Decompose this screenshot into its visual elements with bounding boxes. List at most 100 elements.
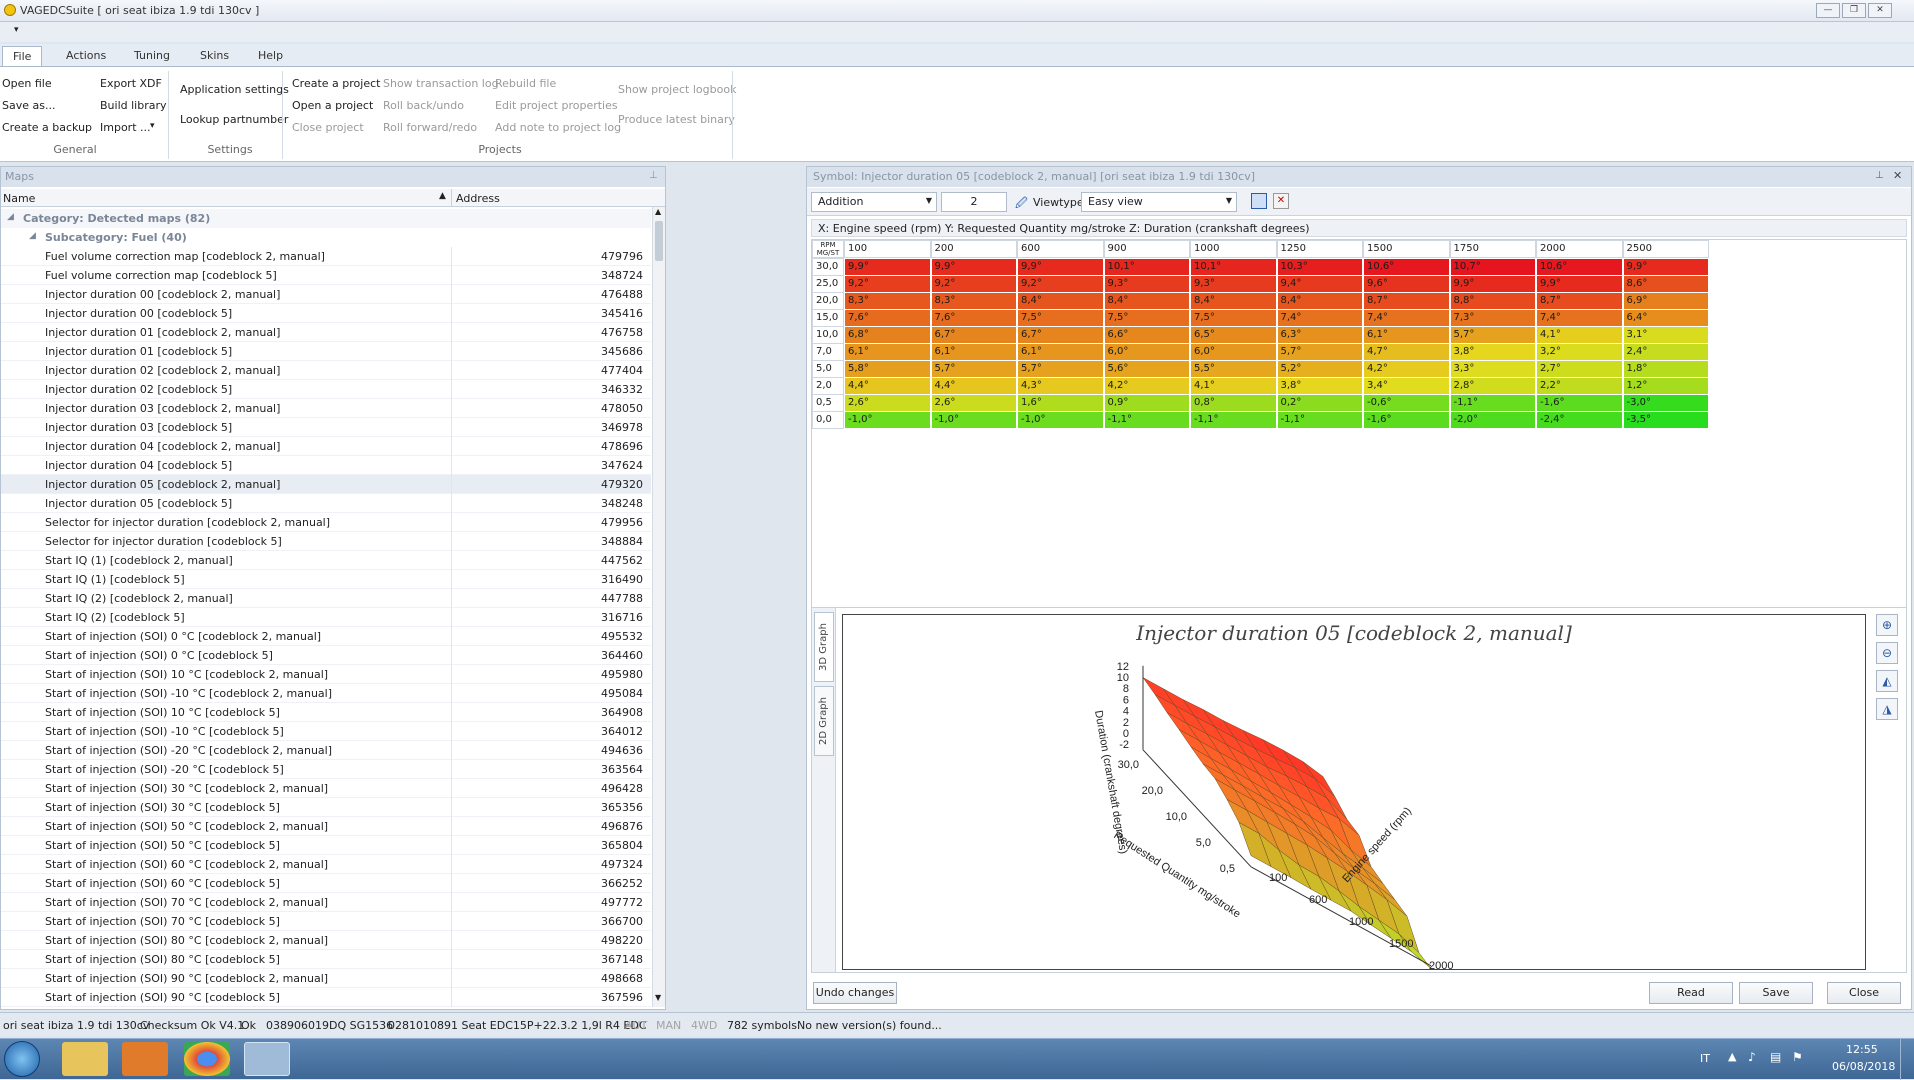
network-icon[interactable]: ▤: [1770, 1050, 1782, 1064]
list-item[interactable]: Start of injection (SOI) 0 °C [codeblock…: [1, 646, 651, 665]
list-item[interactable]: Injector duration 04 [codeblock 2, manua…: [1, 437, 651, 456]
map-cell[interactable]: -2,4°: [1536, 411, 1623, 429]
map-cell[interactable]: -3,5°: [1622, 411, 1709, 429]
operation-select[interactable]: Addition ▼: [811, 192, 937, 212]
application-settings-button[interactable]: Application settings: [180, 83, 289, 96]
zoom-in-icon[interactable]: ⊕: [1876, 614, 1898, 636]
map-cell[interactable]: 8,6°: [1622, 275, 1709, 293]
list-item[interactable]: Injector duration 00 [codeblock 5] 345416: [1, 304, 651, 323]
tab-help[interactable]: Help: [258, 49, 284, 62]
map-cell[interactable]: 8,3°: [930, 292, 1017, 310]
zoom-out-icon[interactable]: ⊖: [1876, 642, 1898, 664]
list-item[interactable]: Start of injection (SOI) -20 °C [codeblo…: [1, 741, 651, 760]
map-cell[interactable]: 5,7°: [1276, 343, 1363, 361]
map-cell[interactable]: 8,4°: [1103, 292, 1190, 310]
list-item[interactable]: Start of injection (SOI) -10 °C [codeblo…: [1, 722, 651, 741]
close-icon[interactable]: ✕: [1893, 169, 1903, 182]
open-project-button[interactable]: Open a project: [292, 99, 374, 112]
map-cell[interactable]: 6,1°: [1363, 326, 1450, 344]
map-cell[interactable]: -1,0°: [1017, 411, 1104, 429]
map-cell[interactable]: 7,5°: [1190, 309, 1277, 327]
maps-scrollbar[interactable]: ▲ ▼: [652, 207, 665, 1007]
map-cell[interactable]: 10,3°: [1276, 258, 1363, 276]
map-cell[interactable]: 9,9°: [844, 258, 931, 276]
edit-project-properties-button[interactable]: Edit project properties: [495, 99, 618, 112]
map-cell[interactable]: 4,1°: [1190, 377, 1277, 395]
tab-skins[interactable]: Skins: [200, 49, 230, 62]
map-cell[interactable]: 5,7°: [1017, 360, 1104, 378]
list-item[interactable]: Fuel volume correction map [codeblock 5]…: [1, 266, 651, 285]
open-file-button[interactable]: Open file: [2, 77, 52, 90]
map-cell[interactable]: 8,4°: [1190, 292, 1277, 310]
category-row[interactable]: ◢ Category: Detected maps (82): [1, 209, 651, 228]
map-cell[interactable]: 2,2°: [1536, 377, 1623, 395]
map-cell[interactable]: 8,3°: [844, 292, 931, 310]
column-header[interactable]: 1250: [1276, 240, 1363, 258]
map-cell[interactable]: -1,0°: [930, 411, 1017, 429]
media-player-taskbar-icon[interactable]: [122, 1042, 168, 1076]
rotate-left-icon[interactable]: ◭: [1876, 670, 1898, 692]
flag-icon[interactable]: ⚑: [1792, 1050, 1803, 1064]
map-cell[interactable]: 4,1°: [1536, 326, 1623, 344]
list-item[interactable]: Start of injection (SOI) 80 °C [codebloc…: [1, 931, 651, 950]
row-header[interactable]: 15,0: [812, 309, 844, 327]
tab-tuning[interactable]: Tuning: [134, 49, 171, 62]
list-item[interactable]: Selector for injector duration [codebloc…: [1, 532, 651, 551]
map-cell[interactable]: 10,6°: [1536, 258, 1623, 276]
list-item[interactable]: Injector duration 03 [codeblock 5] 346978: [1, 418, 651, 437]
map-cell[interactable]: 6,0°: [1103, 343, 1190, 361]
show-transaction-log-button[interactable]: Show transaction log: [383, 77, 499, 90]
list-item[interactable]: Start of injection (SOI) 70 °C [codebloc…: [1, 912, 651, 931]
column-header[interactable]: 2000: [1536, 240, 1623, 258]
create-project-button[interactable]: Create a project: [292, 77, 381, 90]
map-cell[interactable]: -1,0°: [844, 411, 931, 429]
map-cell[interactable]: 8,7°: [1363, 292, 1450, 310]
map-cell[interactable]: -2,0°: [1449, 411, 1536, 429]
create-backup-button[interactable]: Create a backup: [2, 121, 93, 134]
map-cell[interactable]: 9,3°: [1103, 275, 1190, 293]
explorer-taskbar-icon[interactable]: [62, 1042, 108, 1076]
row-header[interactable]: 7,0: [812, 343, 844, 361]
map-cell[interactable]: 4,3°: [1017, 377, 1104, 395]
row-header[interactable]: 2,0: [812, 377, 844, 395]
pin-icon[interactable]: ⊥: [1875, 170, 1884, 181]
scroll-down-arrow-icon[interactable]: ▼: [655, 993, 662, 1002]
scroll-up-arrow-icon[interactable]: ▲: [655, 207, 662, 216]
map-cell[interactable]: 0,9°: [1103, 394, 1190, 412]
list-item[interactable]: Start of injection (SOI) 50 °C [codebloc…: [1, 836, 651, 855]
map-cell[interactable]: 9,9°: [1622, 258, 1709, 276]
build-library-button[interactable]: Build library: [100, 99, 167, 112]
tray-chevron-icon[interactable]: ▲: [1728, 1050, 1737, 1063]
column-header[interactable]: 2500: [1622, 240, 1709, 258]
clock-date[interactable]: 06/08/2018: [1832, 1060, 1896, 1073]
map-cell[interactable]: 5,2°: [1276, 360, 1363, 378]
list-item[interactable]: Start of injection (SOI) 30 °C [codebloc…: [1, 779, 651, 798]
map-cell[interactable]: 6,5°: [1190, 326, 1277, 344]
map-cell[interactable]: 2,7°: [1536, 360, 1623, 378]
show-project-logbook-button[interactable]: Show project logbook: [618, 83, 737, 96]
map-cell[interactable]: 6,0°: [1190, 343, 1277, 361]
language-indicator[interactable]: IT: [1700, 1052, 1710, 1065]
tab-3d-graph[interactable]: 3D Graph: [814, 612, 834, 682]
column-header[interactable]: 600: [1017, 240, 1104, 258]
subcategory-row[interactable]: ◢ Subcategory: Fuel (40): [1, 228, 651, 247]
lookup-partnumber-button[interactable]: Lookup partnumber: [180, 113, 289, 126]
volume-icon[interactable]: ♪: [1748, 1050, 1756, 1064]
clock-time[interactable]: 12:55: [1846, 1043, 1878, 1056]
list-item[interactable]: Injector duration 03 [codeblock 2, manua…: [1, 399, 651, 418]
map-cell[interactable]: 1,8°: [1622, 360, 1709, 378]
chrome-taskbar-icon[interactable]: [184, 1042, 230, 1076]
list-item[interactable]: Injector duration 05 [codeblock 5] 348248: [1, 494, 651, 513]
map-cell[interactable]: 9,2°: [844, 275, 931, 293]
list-item[interactable]: Injector duration 01 [codeblock 2, manua…: [1, 323, 651, 342]
map-cell[interactable]: 3,1°: [1622, 326, 1709, 344]
undo-changes-button[interactable]: Undo changes: [813, 982, 897, 1004]
list-item[interactable]: Start of injection (SOI) 10 °C [codebloc…: [1, 703, 651, 722]
import-button[interactable]: Import ...: [100, 121, 151, 134]
map-cell[interactable]: 0,8°: [1190, 394, 1277, 412]
list-item[interactable]: Start of injection (SOI) -20 °C [codeblo…: [1, 760, 651, 779]
map-cell[interactable]: 2,4°: [1622, 343, 1709, 361]
map-cell[interactable]: 5,7°: [930, 360, 1017, 378]
map-cell[interactable]: -1,1°: [1276, 411, 1363, 429]
map-cell[interactable]: 6,4°: [1622, 309, 1709, 327]
